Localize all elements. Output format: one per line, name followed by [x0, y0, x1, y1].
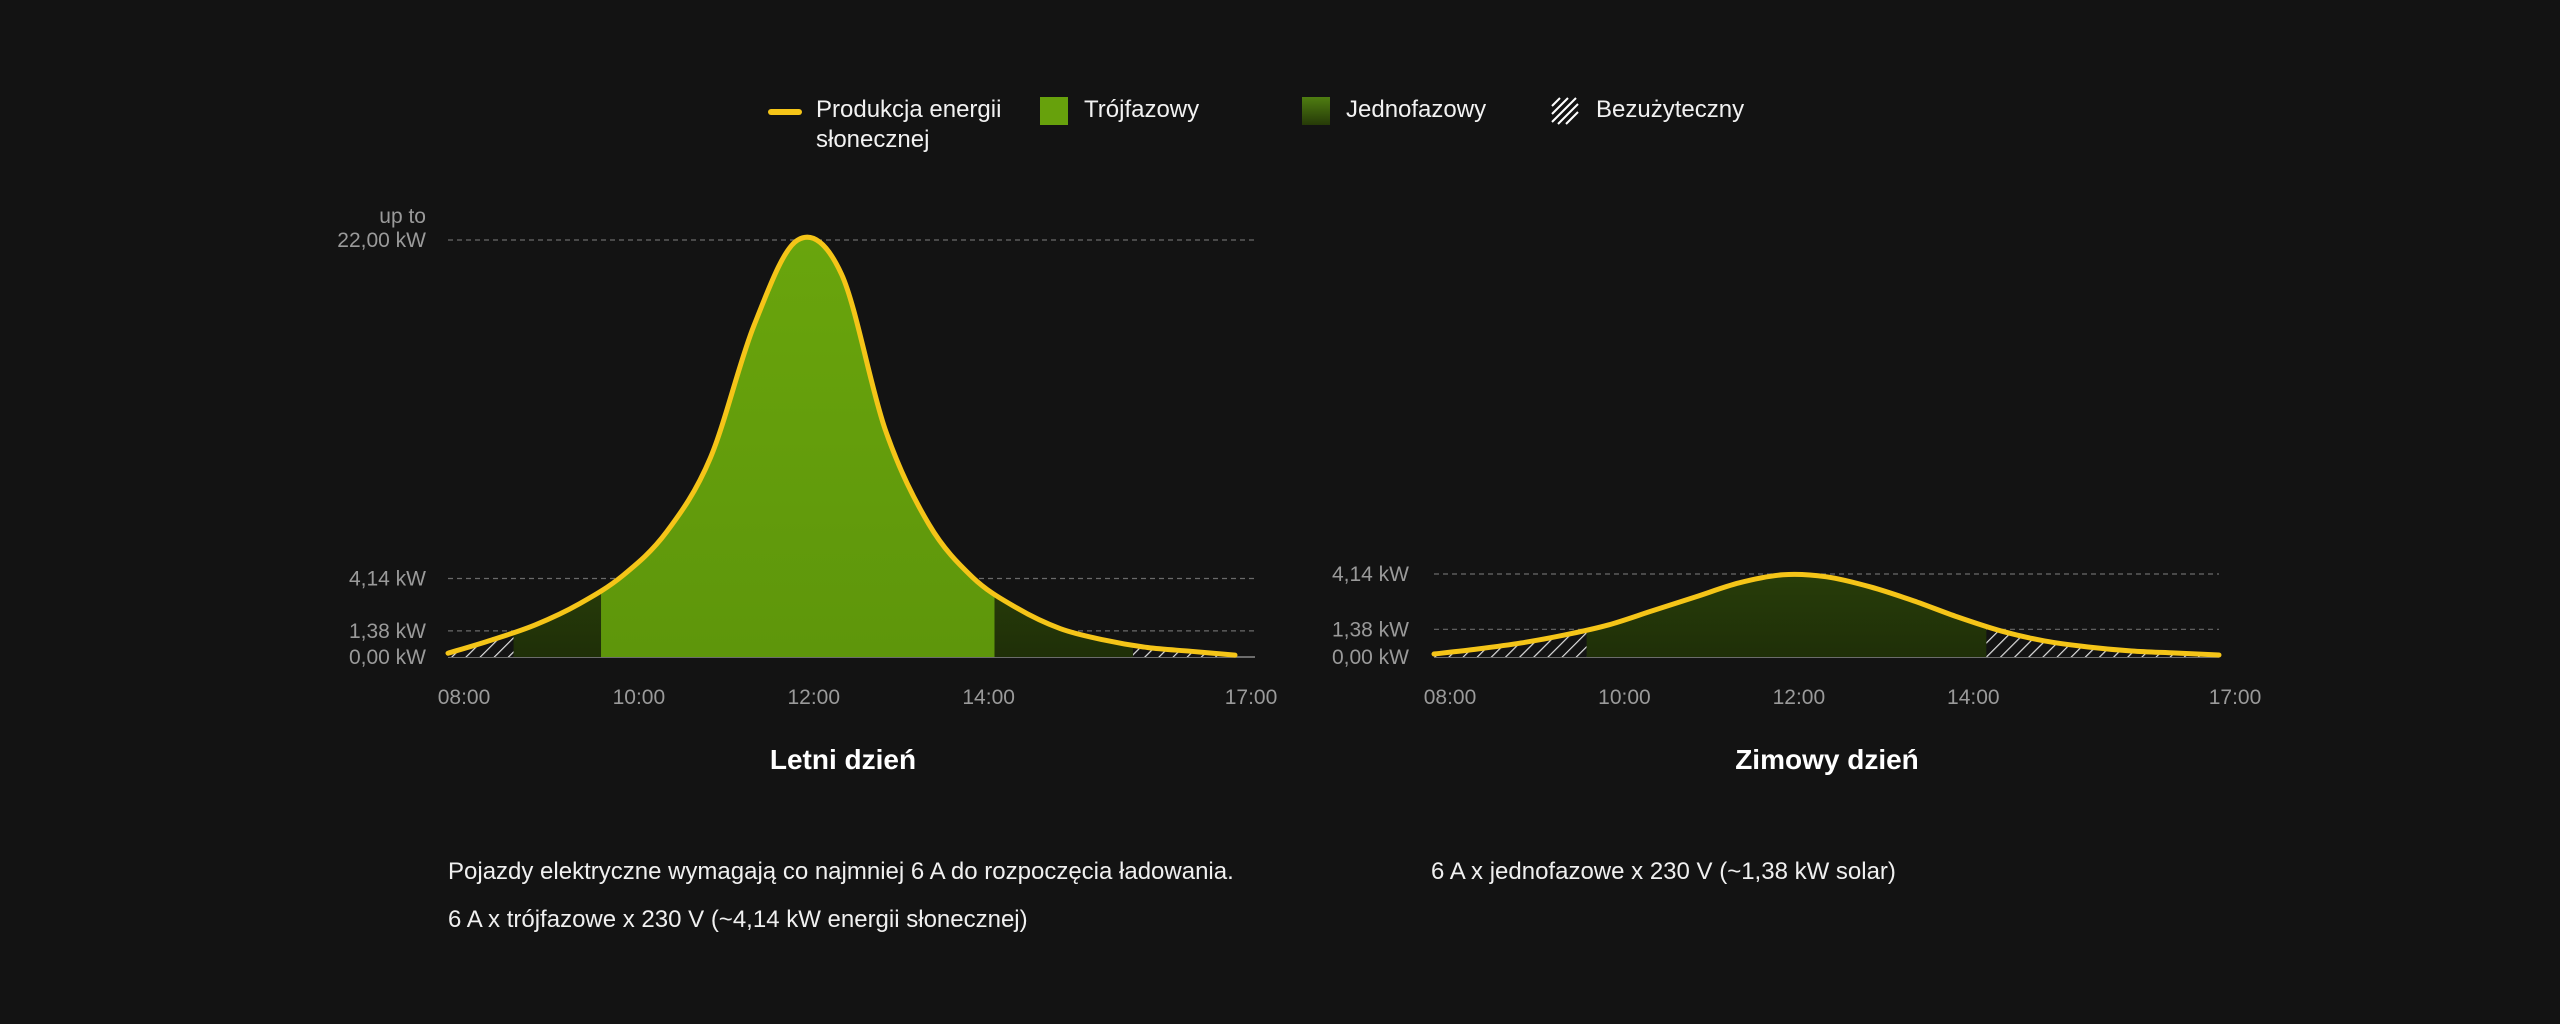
y-tick-label: 0,00 kW	[349, 646, 426, 669]
x-tick-label: 17:00	[1225, 686, 1278, 709]
legend-solar: Produkcja energii słonecznej	[768, 95, 1040, 155]
legend-unusable-label: Bezużyteczny	[1596, 96, 1745, 123]
x-tick-label: 12:00	[1773, 686, 1826, 709]
zone-three-phase	[601, 237, 995, 657]
summer-note-three-phase: 6 A x trójfazowe x 230 V (~4,14 kW energ…	[448, 906, 1028, 933]
legend-unusable: Bezużyteczny	[1550, 95, 1744, 126]
x-tick-label: 08:00	[438, 686, 491, 709]
summer-note-minimum-current: Pojazdy elektryczne wymagają co najmniej…	[448, 858, 1234, 885]
legend-single-phase: Jednofazowy	[1302, 95, 1550, 125]
y-tick-label: 1,38 kW	[349, 620, 426, 643]
x-tick-label: 14:00	[1947, 686, 2000, 709]
legend: Produkcja energii słonecznej Trójfazowy …	[768, 95, 1744, 155]
zone-single-phase	[994, 237, 1133, 657]
y-tick-label: 4,14 kW	[1332, 563, 1409, 586]
x-tick-label: 14:00	[962, 686, 1015, 709]
y-tick-label: 4,14 kW	[349, 568, 426, 591]
zone-fills	[1434, 574, 2219, 657]
x-tick-label: 17:00	[2209, 686, 2262, 709]
solar-production-line	[1431, 571, 2222, 658]
winter-chart-title: Zimowy dzień	[1735, 744, 1919, 775]
solar-production-line	[445, 234, 1238, 658]
hatch-pattern-icon	[1551, 97, 1579, 125]
legend-three-phase-label: Trójfazowy	[1084, 96, 1200, 123]
x-tick-label: 12:00	[787, 686, 840, 709]
y-tick-label: 0,00 kW	[1332, 646, 1409, 669]
zone-unusable	[1434, 574, 1587, 657]
x-tick-label: 10:00	[613, 686, 666, 709]
legend-single-phase-label: Jednofazowy	[1346, 96, 1487, 123]
y-tick-label: 22,00 kW	[337, 229, 426, 252]
winter-chart: 0,00 kW 1,38 kW 4,14 kW 08:00 10:00 12:00 14:0…	[1332, 563, 2262, 709]
single-phase-swatch-icon	[1302, 97, 1330, 125]
zone-single-phase	[513, 237, 602, 657]
three-phase-swatch-icon	[1040, 97, 1068, 125]
winter-note-single-phase: 6 A x jednofazowe x 230 V (~1,38 kW sola…	[1431, 858, 1896, 885]
zone-unusable	[1986, 574, 2219, 657]
summer-chart-title: Letni dzień	[769, 744, 917, 775]
y-tick-prefix: up to	[379, 205, 426, 228]
zone-unusable	[1132, 237, 1235, 657]
solar-line-icon	[768, 109, 802, 115]
legend-solar-label: Produkcja energii słonecznej	[816, 96, 1002, 153]
x-tick-label: 08:00	[1424, 686, 1477, 709]
legend-three-phase: Trójfazowy	[1040, 95, 1302, 125]
zone-single-phase	[1586, 574, 1987, 657]
zone-unusable	[448, 237, 514, 657]
y-tick-label: 1,38 kW	[1332, 618, 1409, 641]
x-tick-label: 10:00	[1598, 686, 1651, 709]
